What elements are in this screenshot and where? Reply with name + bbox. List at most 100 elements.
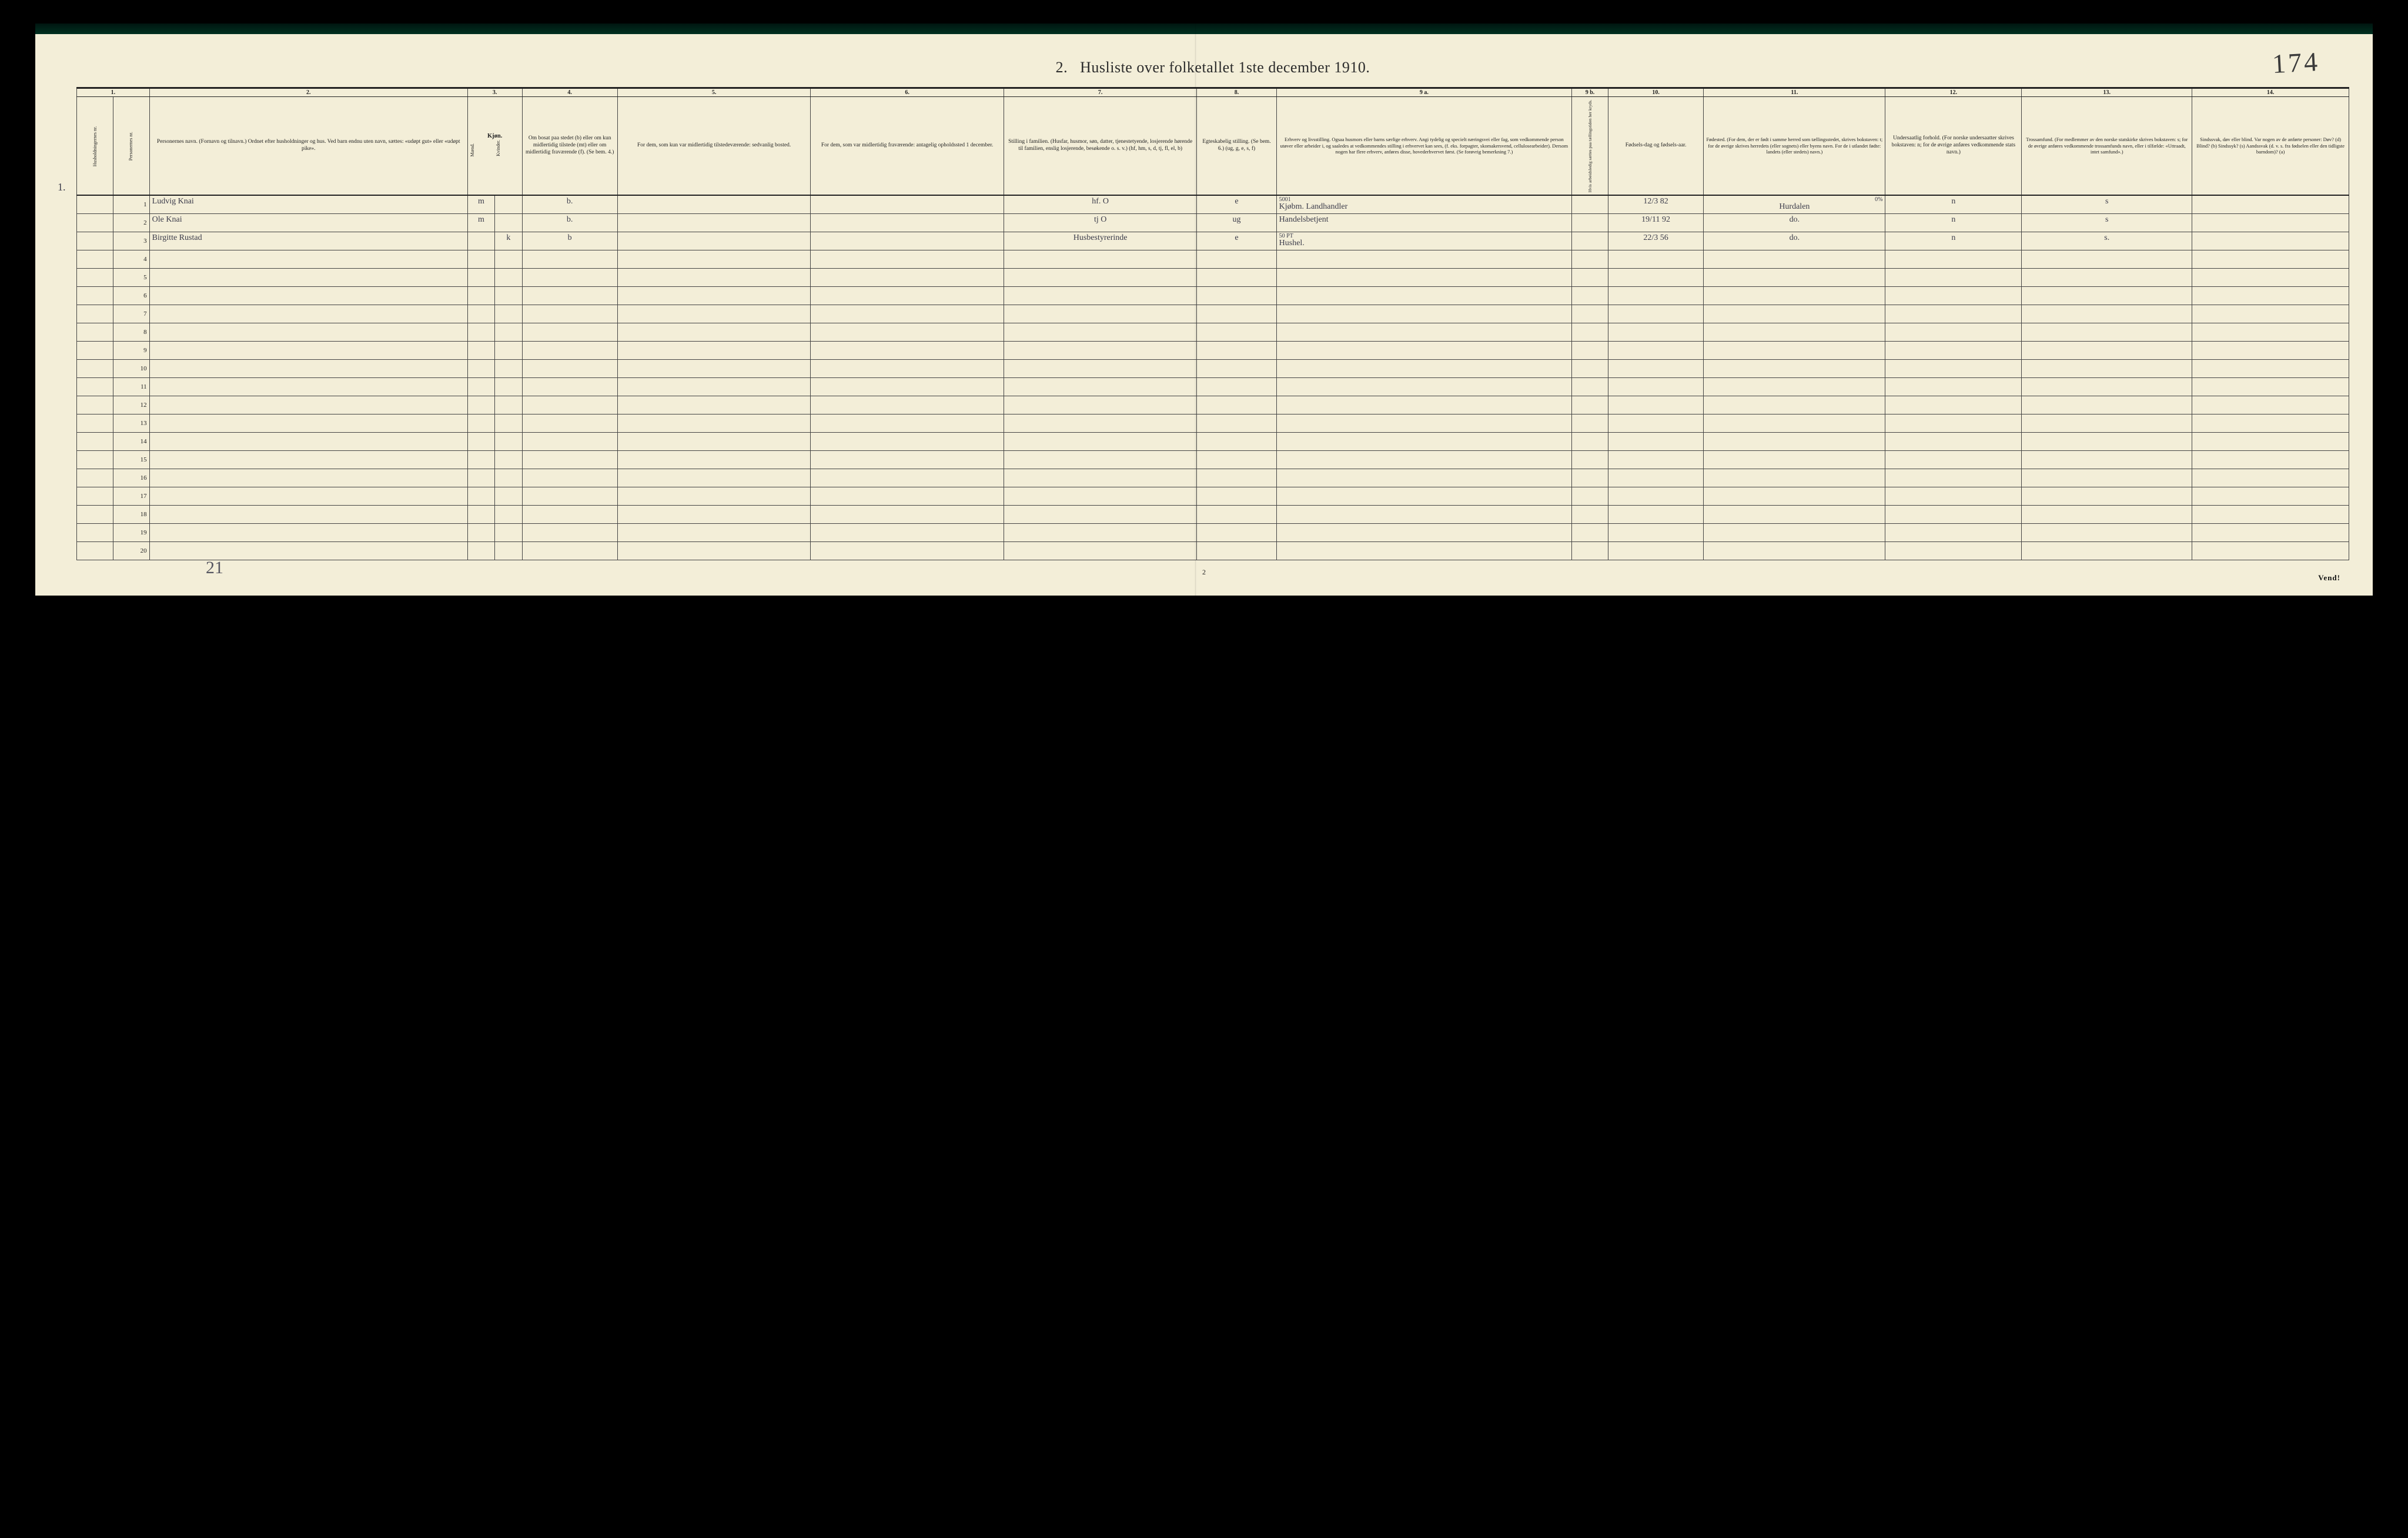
cell-col6 — [811, 232, 1004, 250]
cell-household-nr — [77, 323, 113, 341]
cell-col10 — [1608, 396, 1703, 414]
cell-sex-m: m — [467, 213, 494, 232]
cell-sex-k — [495, 305, 522, 323]
cell-person-nr: 4 — [113, 250, 149, 268]
cell-col11 — [1704, 541, 1885, 560]
cell-person-nr: 13 — [113, 414, 149, 432]
cell-col11 — [1704, 450, 1885, 469]
cell-col10 — [1608, 341, 1703, 359]
census-table: 1. 2. 3. 4. 5. 6. 7. 8. 9 a. 9 b. 10. 11… — [76, 87, 2349, 560]
table-row: 8 — [77, 323, 2349, 341]
cell-residence — [522, 396, 617, 414]
cell-col12 — [1885, 505, 2022, 523]
cell-sex-k — [495, 286, 522, 305]
hdr-sex: Kjøn. Mænd. Kvinder. — [467, 97, 522, 195]
cell-col8 — [1197, 305, 1276, 323]
cell-name — [149, 359, 467, 377]
cell-col14 — [2192, 396, 2349, 414]
cell-col13 — [2022, 359, 2192, 377]
cell-col9a — [1276, 432, 1571, 450]
cell-person-nr: 12 — [113, 396, 149, 414]
cell-col6 — [811, 377, 1004, 396]
cell-col11: do. — [1704, 213, 1885, 232]
title-lead-number: 2. — [1056, 59, 1068, 76]
cell-residence — [522, 377, 617, 396]
cell-col14 — [2192, 268, 2349, 286]
cell-person-nr: 8 — [113, 323, 149, 341]
cell-col9a — [1276, 505, 1571, 523]
table-row: 16 — [77, 469, 2349, 487]
cell-sex-k — [495, 268, 522, 286]
cell-col8 — [1197, 341, 1276, 359]
cell-sex-m — [467, 250, 494, 268]
cell-col8 — [1197, 323, 1276, 341]
cell-col7 — [1004, 250, 1197, 268]
cell-col11 — [1704, 505, 1885, 523]
cell-sex-m — [467, 341, 494, 359]
cell-sex-m — [467, 323, 494, 341]
cell-name — [149, 396, 467, 414]
cell-col9b — [1572, 487, 1608, 505]
cell-sex-m: m — [467, 195, 494, 214]
cell-household-nr — [77, 359, 113, 377]
colnum-7: 7. — [1004, 88, 1197, 97]
cell-col9b — [1572, 305, 1608, 323]
cell-residence — [522, 414, 617, 432]
cell-col7 — [1004, 359, 1197, 377]
cell-col10 — [1608, 359, 1703, 377]
cell-person-nr: 7 — [113, 305, 149, 323]
cell-sex-m — [467, 268, 494, 286]
cell-col14 — [2192, 450, 2349, 469]
cell-col9a — [1276, 396, 1571, 414]
cell-col9a — [1276, 323, 1571, 341]
table-body: 1Ludvig Knaimb.hf. Oe5001Kjøbm. Landhand… — [77, 195, 2349, 560]
left-margin-household-number: 1. — [58, 181, 66, 193]
cell-col10: 22/3 56 — [1608, 232, 1703, 250]
cell-household-nr — [77, 487, 113, 505]
cell-sex-m — [467, 305, 494, 323]
cell-col13 — [2022, 414, 2192, 432]
table-row: 13 — [77, 414, 2349, 432]
cell-col9a — [1276, 359, 1571, 377]
hdr-person-nr: Personernes nr. — [113, 97, 149, 195]
cell-residence — [522, 323, 617, 341]
cell-col14 — [2192, 341, 2349, 359]
cell-col5 — [617, 213, 811, 232]
cell-household-nr — [77, 469, 113, 487]
cell-col11 — [1704, 414, 1885, 432]
cell-col9a — [1276, 414, 1571, 432]
cell-col13 — [2022, 341, 2192, 359]
cell-col14 — [2192, 541, 2349, 560]
cell-col9b — [1572, 414, 1608, 432]
cell-residence — [522, 541, 617, 560]
cell-col9b — [1572, 523, 1608, 541]
hdr-col8: Egteskabelig stilling. (Se bem. 6.) (ug,… — [1197, 97, 1276, 195]
cell-household-nr — [77, 341, 113, 359]
cell-col7 — [1004, 541, 1197, 560]
cell-name — [149, 414, 467, 432]
cell-sex-k — [495, 487, 522, 505]
cell-col11 — [1704, 341, 1885, 359]
cell-col12 — [1885, 250, 2022, 268]
cell-name: Ole Knai — [149, 213, 467, 232]
cell-col12: n — [1885, 195, 2022, 214]
colnum-14: 14. — [2192, 88, 2349, 97]
colnum-4: 4. — [522, 88, 617, 97]
cell-sex-k — [495, 541, 522, 560]
cell-name — [149, 305, 467, 323]
cell-sex-m — [467, 286, 494, 305]
cell-col7 — [1004, 305, 1197, 323]
cell-sex-k — [495, 414, 522, 432]
cell-col9b — [1572, 359, 1608, 377]
cell-col13 — [2022, 268, 2192, 286]
cell-col10 — [1608, 432, 1703, 450]
cell-household-nr — [77, 377, 113, 396]
cell-name: Ludvig Knai — [149, 195, 467, 214]
cell-sex-k — [495, 396, 522, 414]
cell-household-nr — [77, 232, 113, 250]
cell-col6 — [811, 505, 1004, 523]
cell-residence — [522, 359, 617, 377]
cell-col6 — [811, 469, 1004, 487]
cell-col8 — [1197, 286, 1276, 305]
cell-household-nr — [77, 268, 113, 286]
